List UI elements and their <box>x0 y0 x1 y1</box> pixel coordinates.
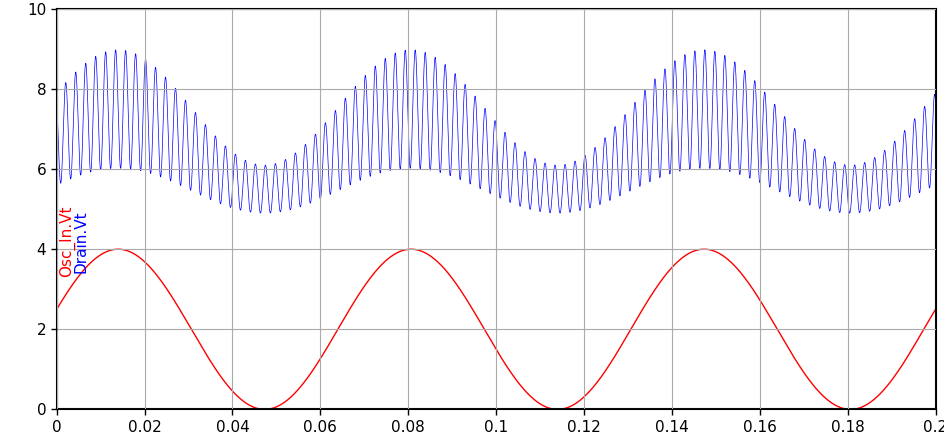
Text: Osc_In.Vt: Osc_In.Vt <box>59 206 76 277</box>
Text: Drain.Vt: Drain.Vt <box>74 210 89 272</box>
